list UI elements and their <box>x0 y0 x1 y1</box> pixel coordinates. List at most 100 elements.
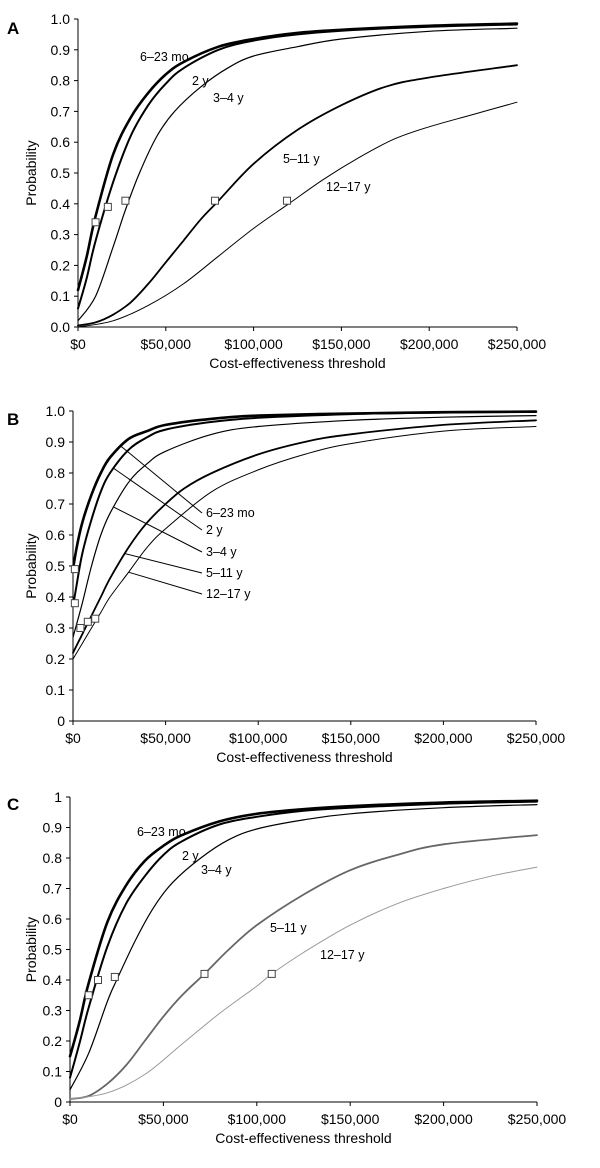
y-tick-label: 0.5 <box>43 942 63 958</box>
y-tick-label: 0.4 <box>51 196 71 212</box>
chart-panel-a: A 0.0 0.1 0.2 0.3 0.4 0.5 0.6 0.7 0.8 0.9 1.0 $0 $50,… <box>7 11 546 371</box>
series-line-2 <box>69 800 538 1079</box>
series-line-2 <box>77 23 518 310</box>
y-tick-label: 0.4 <box>43 972 63 988</box>
y-tick-label: 0.7 <box>46 496 66 512</box>
series-label: 2 y <box>192 74 209 88</box>
y-tick-label: 0.0 <box>51 319 71 335</box>
series-line-2 <box>72 410 537 608</box>
data-marker <box>110 972 119 981</box>
y-tick-label: 0.9 <box>43 820 63 836</box>
series-leader-line <box>124 553 203 574</box>
y-tick-label: 0.6 <box>46 527 66 543</box>
chart-panel-c: C 0 0.1 0.2 0.3 0.4 0.5 0.6 0.7 0.8 0.9 1 $0 $50,000 $… <box>7 789 566 1146</box>
y-tick-label: 0.3 <box>51 227 71 243</box>
x-tick-label: $250,000 <box>488 336 547 352</box>
series-label: 6–23 mo <box>206 506 255 520</box>
y-tick-label: 1.0 <box>46 403 66 419</box>
series-label: 5–11 y <box>270 921 307 935</box>
series-label: 12–17 y <box>206 587 251 601</box>
series-label: 6–23 mo <box>137 825 186 839</box>
y-tick-label: 0.5 <box>51 165 71 181</box>
series-label: 2 y <box>206 523 223 537</box>
series-label: 12–17 y <box>326 180 371 194</box>
x-tick-label: $50,000 <box>138 1111 189 1127</box>
y-tick-label: 0.7 <box>51 103 71 119</box>
y-tick-label: 0.1 <box>46 682 66 698</box>
data-marker <box>84 991 93 1000</box>
x-tick-label: $50,000 <box>140 730 191 746</box>
data-marker <box>83 617 92 626</box>
series-line-3 <box>77 27 518 322</box>
x-tick-label: $0 <box>70 336 86 352</box>
x-tick-label: $0 <box>65 730 81 746</box>
series-label: 3–4 y <box>206 545 237 559</box>
series-label: 6–23 mo <box>140 50 189 64</box>
x-tick-label: $250,000 <box>507 730 566 746</box>
x-axis-title: Cost-effectiveness threshold <box>209 355 385 371</box>
y-tick-label: 0.8 <box>51 73 71 89</box>
y-tick-label: 0 <box>57 713 65 729</box>
y-tick-label: 0.2 <box>51 257 71 273</box>
series-line-4 <box>69 834 538 1100</box>
data-marker <box>70 599 79 608</box>
panel-label: C <box>7 795 19 814</box>
x-axis-title: Cost-effectiveness threshold <box>215 1130 391 1146</box>
y-tick-label: 0.9 <box>46 434 66 450</box>
y-tick-label: 0.1 <box>43 1064 63 1080</box>
series-leader-line <box>120 445 203 514</box>
y-axis-title: Probability <box>23 533 39 598</box>
y-tick-label: 0.6 <box>51 134 71 150</box>
data-marker <box>267 969 276 978</box>
series-label: 5–11 y <box>283 152 320 166</box>
data-marker <box>282 196 291 205</box>
x-tick-label: $250,000 <box>508 1111 567 1127</box>
series-leader-line <box>113 467 203 531</box>
y-tick-label: 0.9 <box>51 42 71 58</box>
series-label: 12–17 y <box>320 948 365 962</box>
series-line-4 <box>72 419 537 654</box>
y-tick-label: 0.2 <box>43 1033 63 1049</box>
data-marker <box>76 624 85 632</box>
x-tick-label: $150,000 <box>322 730 381 746</box>
series-label: 5–11 y <box>206 566 243 580</box>
series-label: 3–4 y <box>201 863 232 877</box>
series-line-3 <box>72 415 537 638</box>
y-tick-label: 1.0 <box>51 11 71 27</box>
x-tick-label: $100,000 <box>228 1111 287 1127</box>
series-line-4 <box>77 64 518 327</box>
x-tick-label: $150,000 <box>321 1111 380 1127</box>
series-leader-line <box>128 571 203 595</box>
y-axis-title: Probability <box>23 917 39 982</box>
series-line-5 <box>72 426 537 660</box>
x-tick-label: $200,000 <box>400 336 459 352</box>
data-marker <box>103 202 112 211</box>
y-tick-label: 1 <box>54 789 62 805</box>
y-tick-label: 0.2 <box>46 651 66 667</box>
y-tick-label: 0 <box>54 1094 62 1110</box>
x-tick-label: $0 <box>62 1111 78 1127</box>
series-line-1 <box>71 410 538 571</box>
series-label: 3–4 y <box>213 91 244 105</box>
data-marker <box>200 969 209 978</box>
y-tick-label: 0.4 <box>46 589 66 605</box>
y-tick-label: 0.6 <box>43 911 63 927</box>
y-tick-label: 0.8 <box>43 850 63 866</box>
series-leader-line <box>113 506 203 553</box>
chart-panel-b: B 0 0.1 0.2 0.3 0.4 0.5 0.6 0.7 0.8 0.9 1.0 $0 $50,00… <box>7 403 565 765</box>
x-tick-label: $100,000 <box>229 730 288 746</box>
data-marker <box>91 218 100 227</box>
series-label: 2 y <box>182 849 199 863</box>
y-tick-label: 0.3 <box>43 1003 63 1019</box>
y-axis-title: Probability <box>23 140 39 205</box>
data-marker <box>70 565 79 574</box>
panel-label: B <box>7 410 19 429</box>
x-tick-label: $150,000 <box>312 336 371 352</box>
series-line-1 <box>68 799 539 1058</box>
data-marker <box>94 976 103 984</box>
data-marker <box>121 196 130 205</box>
y-tick-label: 0.8 <box>46 465 66 481</box>
y-tick-label: 0.7 <box>43 881 63 897</box>
x-axis-title: Cost-effectiveness threshold <box>216 749 392 765</box>
